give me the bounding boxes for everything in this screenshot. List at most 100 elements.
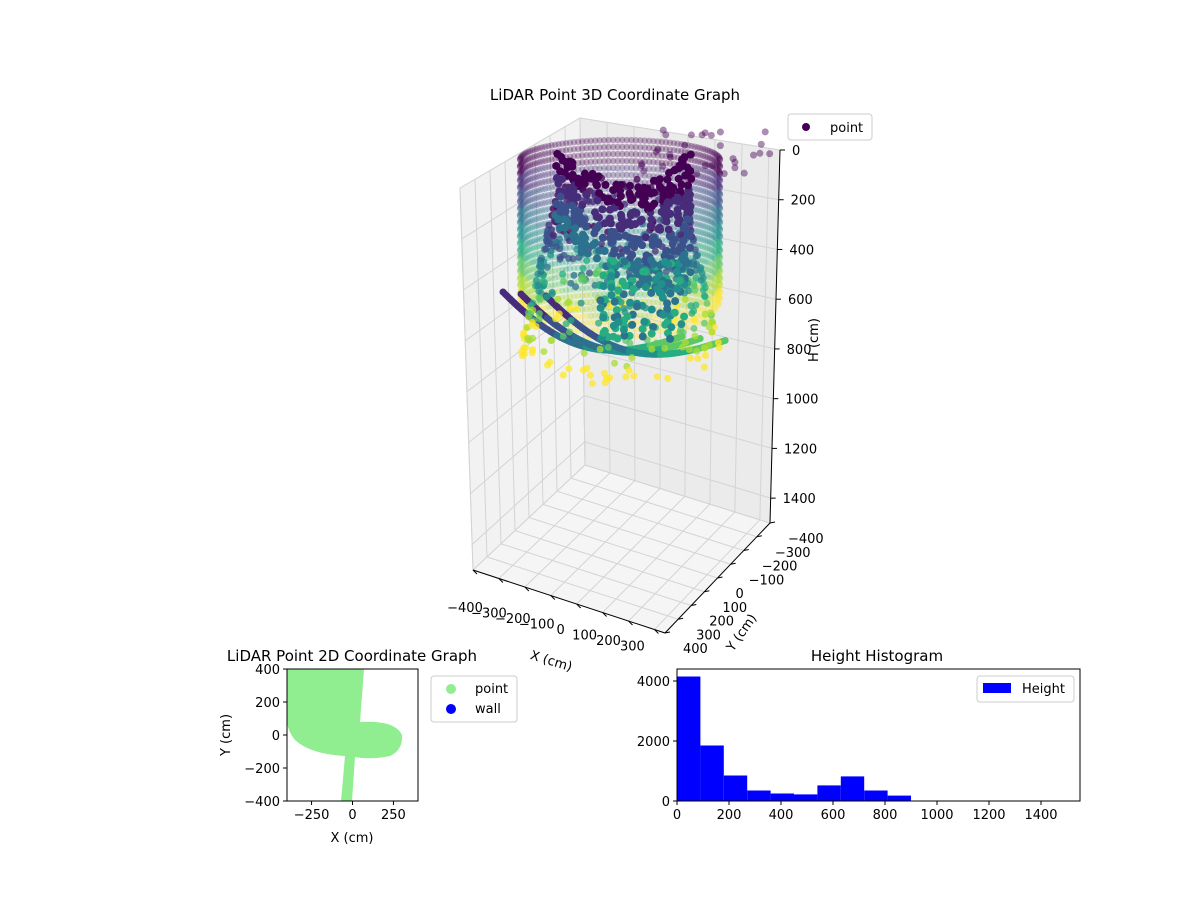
point-3d xyxy=(650,137,657,145)
point-3d xyxy=(694,144,701,151)
point-3d xyxy=(545,184,552,192)
point-3d xyxy=(559,140,566,147)
x-tick-label-hist: 0 xyxy=(673,808,681,823)
point-3d xyxy=(529,238,536,245)
legend-histogram-label: Height xyxy=(1022,682,1065,697)
point-3d xyxy=(716,204,724,212)
point-3d xyxy=(640,167,648,175)
point-3d xyxy=(536,172,543,180)
point-3d xyxy=(516,274,524,282)
point-3d xyxy=(708,295,715,303)
point-3d xyxy=(686,166,695,175)
point-3d xyxy=(600,246,609,255)
point-3d xyxy=(516,163,524,171)
point-3d xyxy=(649,176,658,185)
point-3d xyxy=(713,158,720,165)
point-3d xyxy=(592,326,599,333)
point-3d xyxy=(679,256,688,265)
point-3d xyxy=(516,204,524,212)
point-3d xyxy=(566,286,574,293)
point-3d xyxy=(542,245,550,253)
point-3d xyxy=(706,183,714,190)
point-3d xyxy=(516,205,524,213)
point-3d xyxy=(704,259,711,266)
y-tick-label-3d: −400 xyxy=(788,532,824,547)
point-3d xyxy=(516,212,524,220)
point-3d xyxy=(562,265,570,273)
point-3d xyxy=(634,183,643,192)
point-3d xyxy=(704,168,711,175)
point-3d xyxy=(708,288,715,296)
point-3d xyxy=(708,246,715,254)
point-3d xyxy=(660,210,669,219)
point-3d xyxy=(716,191,724,199)
point-3d xyxy=(706,162,714,169)
point-3d xyxy=(577,275,585,283)
point-3d xyxy=(710,149,717,157)
point-3d xyxy=(655,182,664,191)
point-3d xyxy=(516,170,524,178)
point-3d xyxy=(529,273,536,280)
point-3d xyxy=(659,162,667,170)
point-3d xyxy=(522,344,530,352)
point-3d xyxy=(650,298,657,306)
point-3d xyxy=(756,149,764,157)
point-3d xyxy=(679,236,688,245)
point-3d xyxy=(623,143,631,151)
point-3d xyxy=(605,143,612,151)
point-3d xyxy=(653,373,661,381)
point-3d xyxy=(533,215,541,223)
point-3d xyxy=(715,182,723,189)
point-3d xyxy=(542,199,549,206)
point-3d xyxy=(670,166,679,175)
point-3d xyxy=(600,219,609,228)
point-3d xyxy=(545,142,552,150)
point-3d xyxy=(634,257,643,266)
point-3d xyxy=(673,284,682,293)
y-tick-label-2d: 0 xyxy=(272,729,280,744)
point-3d xyxy=(710,198,717,206)
point-3d xyxy=(702,188,709,195)
point-3d xyxy=(520,193,527,200)
point-3d xyxy=(542,192,549,199)
point-3d xyxy=(533,187,541,195)
point-3d xyxy=(605,157,612,165)
point-3d xyxy=(520,249,527,256)
point-3d xyxy=(641,172,648,179)
point-3d xyxy=(590,229,599,238)
point-3d xyxy=(525,260,532,268)
point-3d xyxy=(517,252,524,260)
legend-2d-label-wall: wall xyxy=(475,702,501,717)
point-3d xyxy=(516,239,524,247)
point-3d xyxy=(711,206,719,213)
point-3d xyxy=(704,175,711,182)
point-3d xyxy=(519,257,526,264)
x-axis-line-3d xyxy=(472,569,666,634)
point-3d xyxy=(716,239,724,247)
point-3d xyxy=(614,286,623,295)
point-3d xyxy=(525,162,532,170)
point-3d xyxy=(526,218,534,225)
point-3d xyxy=(708,318,716,326)
point-3d xyxy=(537,261,545,269)
y-tick-label-2d: 400 xyxy=(255,663,280,678)
point-3d xyxy=(716,224,723,232)
point-3d xyxy=(713,179,720,186)
point-3d xyxy=(711,171,719,178)
point-3d xyxy=(525,197,532,205)
point-3d xyxy=(562,146,570,154)
point-3d xyxy=(526,190,534,197)
point-3d xyxy=(697,214,704,222)
point-3d xyxy=(701,351,709,359)
point-3d xyxy=(545,156,552,164)
point-3d xyxy=(706,155,714,162)
point-3d xyxy=(587,263,595,271)
point-3d xyxy=(716,231,723,239)
legend-2d: point wall xyxy=(430,675,518,723)
point-3d xyxy=(681,296,689,304)
point-3d xyxy=(609,249,618,258)
point-3d xyxy=(516,169,524,177)
point-3d xyxy=(601,180,610,189)
point-3d xyxy=(694,200,701,207)
point-3d xyxy=(716,238,723,246)
